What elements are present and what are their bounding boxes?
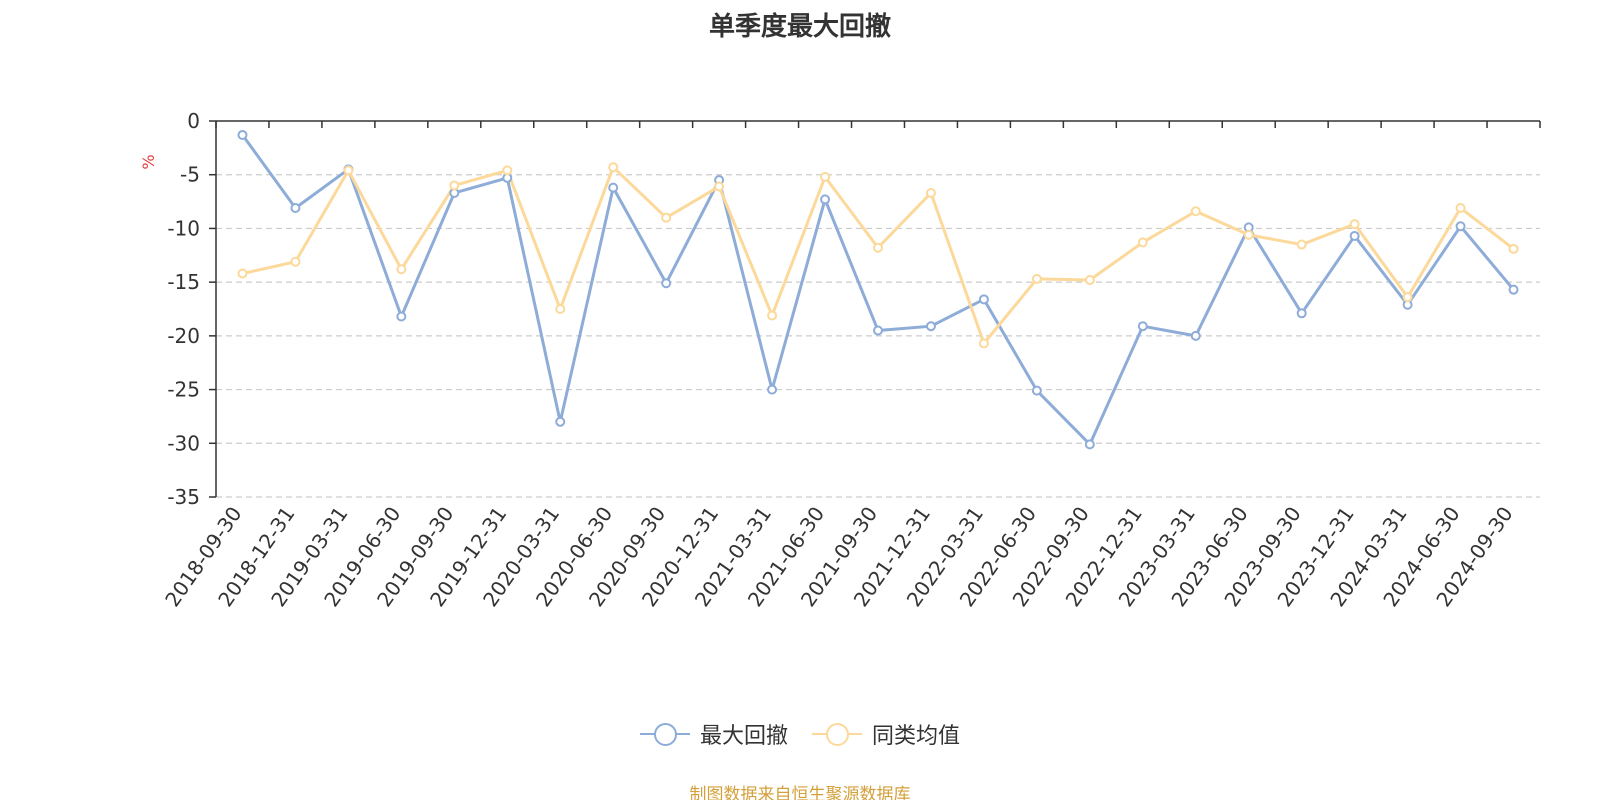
data-point [1508,284,1519,295]
data-point [1508,243,1519,254]
data-point [1455,203,1466,214]
y-tick-label: -5 [180,163,200,187]
legend-item[interactable]: 同类均值 [812,718,960,750]
legend-item[interactable]: 最大回撤 [639,718,788,750]
legend: 最大回撤 同类均值 [0,718,1600,750]
data-point [396,311,407,322]
data-point [925,321,936,332]
y-tick-label: 0 [187,109,200,133]
data-point [767,310,778,321]
data-point [820,194,831,205]
y-tick-label: -15 [167,270,200,294]
data-point [1349,219,1360,230]
y-tick-label: -30 [167,431,200,455]
series-lines [241,134,1515,446]
data-point [1137,321,1148,332]
data-point [237,129,248,140]
data-point [661,212,672,223]
data-point [1137,237,1148,248]
y-tick-label: -25 [167,378,200,402]
data-point [1190,206,1201,217]
data-point [873,325,883,336]
data-point [1402,292,1413,303]
data-point [555,416,566,427]
data-point [1084,439,1095,450]
line-chart: 0-5-10-15-20-25-30-352018-09-302018-12-3… [139,109,1541,611]
data-point [767,384,778,395]
data-point [714,181,725,192]
legend-label: 同类均值 [872,724,961,749]
data-point [925,187,936,198]
legend-line-marker-icon [812,722,862,746]
data-point [555,304,566,314]
data-point [873,242,883,253]
legend-line-marker-icon [639,722,690,746]
legend-label: 最大回撤 [699,724,788,749]
data-point [978,338,989,349]
data-point [608,162,619,173]
y-axis-unit-label: % [139,154,158,169]
data-point [502,165,513,176]
data-point [290,203,301,214]
data-point [978,294,989,305]
data-point [1084,274,1095,285]
data-point [396,264,407,275]
data-point [1243,229,1254,240]
data-point [1190,330,1201,341]
series-line-2 [242,165,1515,345]
data-point [661,278,672,289]
y-tick-label: -10 [167,216,200,240]
data-point [1349,230,1360,241]
y-tick-label: -35 [167,485,200,509]
data-point [608,182,619,193]
data-point [1455,221,1466,232]
grid-lines [216,174,1540,498]
data-point [237,268,248,279]
series-line-1 [241,134,1515,446]
data-point [1296,308,1307,319]
data-source-note: 制图数据来自恒生聚源数据库 [689,785,911,800]
data-point [449,180,460,191]
series-points [237,129,1519,450]
y-tick-label: -20 [167,324,200,348]
axes: 0-5-10-15-20-25-30-352018-09-302018-12-3… [160,109,1541,611]
data-point [1031,273,1042,284]
data-point [343,165,354,176]
data-point [290,256,301,267]
data-point [1296,239,1307,250]
data-point [820,171,831,182]
data-point [1031,385,1042,396]
chart-title: 单季度最大回撤 [708,12,891,42]
